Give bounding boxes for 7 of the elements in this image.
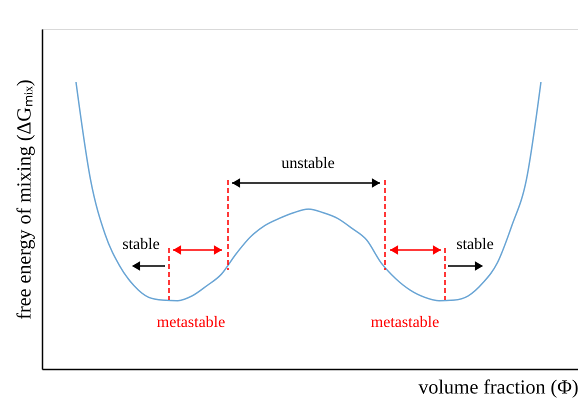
annotation: metastable [156,314,226,331]
y-axis-title: free energy of mixing (ΔGₘᵢₓ) [14,79,36,320]
annotation: metastable [370,314,440,331]
annotation: stable [456,236,494,253]
annotation: stable [122,236,160,253]
x-axis-title: volume fraction (Φ) [418,376,578,398]
annotation: unstable [281,155,335,172]
